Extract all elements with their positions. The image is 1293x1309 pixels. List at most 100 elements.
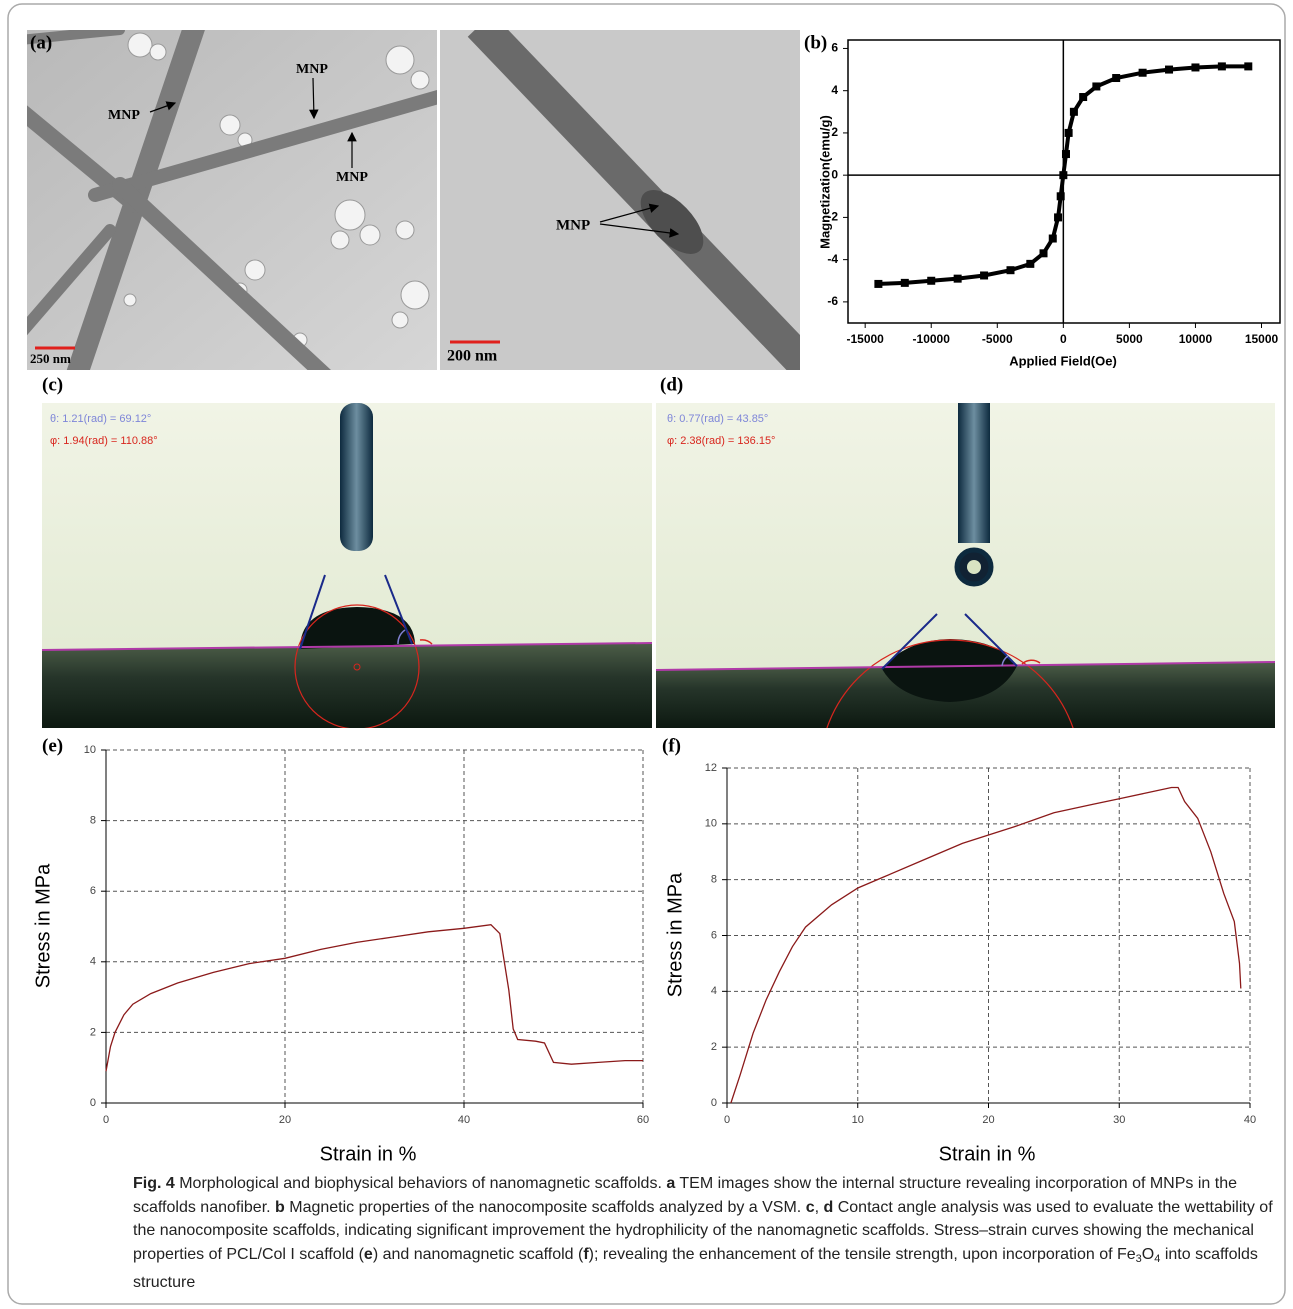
contact-angle-theta: θ: 0.77(rad) = 43.85°: [667, 413, 768, 425]
x-tick-label: 40: [458, 1114, 470, 1126]
data-marker: [927, 276, 936, 285]
tem-annotation: MNP: [336, 170, 368, 185]
caption-text: O: [1141, 1245, 1155, 1263]
y-tick-label: 10: [84, 744, 96, 756]
caption-text: Morphological and biophysical behaviors …: [174, 1175, 667, 1192]
x-axis-label: Applied Field(Oe): [1009, 353, 1117, 368]
y-tick-label: -2: [827, 210, 838, 224]
caption-text: b: [275, 1198, 285, 1216]
data-line: [730, 786, 1242, 1104]
y-tick-label: 4: [711, 985, 717, 997]
caption-text: Contact angle analysis was used to evalu…: [133, 1198, 1273, 1263]
y-tick-label: 2: [711, 1041, 717, 1053]
tem-image-right: [440, 30, 800, 370]
data-marker: [874, 279, 883, 288]
figure-border: [7, 3, 1286, 1305]
y-tick-label: 0: [90, 1097, 96, 1109]
data-line: [105, 924, 643, 1072]
panel-label: (e): [42, 735, 63, 756]
y-tick-label: 0: [711, 1097, 717, 1109]
y-tick-label: 6: [711, 929, 717, 941]
y-tick-label: 4: [831, 83, 838, 97]
data-marker: [1048, 234, 1057, 243]
x-tick-label: 0: [1060, 332, 1067, 346]
x-tick-label: 40: [1244, 1114, 1256, 1126]
data-marker: [1064, 128, 1073, 137]
caption-text: c: [805, 1198, 815, 1216]
y-tick-label: 0: [831, 167, 838, 181]
x-tick-label: 20: [982, 1114, 994, 1126]
data-marker: [980, 271, 989, 280]
data-marker: [1138, 68, 1147, 77]
caption-text: d: [823, 1198, 834, 1216]
data-marker: [1054, 213, 1063, 222]
data-marker: [900, 278, 909, 287]
caption-text: ); revealing the enhancement of the tens…: [588, 1245, 1136, 1263]
y-axis-label: Stress in MPa: [664, 872, 686, 997]
panel-label: (a): [30, 32, 52, 53]
x-tick-label: -15000: [846, 332, 884, 346]
scale-bar-label: 200 nm: [447, 348, 498, 365]
data-marker: [1165, 65, 1174, 74]
panel-label: (c): [42, 374, 63, 395]
x-tick-label: 30: [1113, 1114, 1125, 1126]
x-tick-label: 0: [103, 1114, 109, 1126]
caption-text: ) and nanomagnetic scaffold (: [372, 1245, 584, 1263]
y-tick-label: 2: [90, 1026, 96, 1038]
x-tick-label: -10000: [913, 332, 951, 346]
tem-annotation: MNP: [296, 62, 328, 77]
x-tick-label: 15000: [1245, 332, 1279, 346]
y-tick-label: -4: [827, 252, 838, 266]
contact-angle-phi: φ: 2.38(rad) = 136.15°: [667, 435, 775, 447]
caption-text: TEM images show the internal structure r…: [133, 1175, 1237, 1216]
caption-text: ,: [814, 1198, 824, 1216]
y-tick-label: 10: [705, 818, 717, 830]
scale-bar-label: 250 nm: [30, 351, 71, 366]
data-marker: [1244, 62, 1253, 71]
data-marker: [1191, 63, 1200, 72]
x-tick-label: 60: [637, 1114, 649, 1126]
x-axis-label: Strain in %: [939, 1143, 1036, 1165]
x-tick-label: -5000: [982, 332, 1013, 346]
data-marker: [1061, 150, 1070, 159]
caption-text: a: [666, 1175, 676, 1192]
y-tick-label: 8: [90, 815, 96, 827]
caption-text: Magnetic properties of the nanocomposite…: [284, 1198, 806, 1216]
data-marker: [1112, 74, 1121, 83]
tem-image-left: [27, 30, 437, 370]
caption-text: Fig. 4: [133, 1175, 175, 1192]
caption-text: 3: [1135, 1252, 1142, 1265]
contact-angle-photo-d: [656, 403, 1275, 728]
tem-arrows: [149, 77, 680, 238]
y-axis-label: Stress in MPa: [32, 863, 54, 988]
y-tick-label: 4: [90, 956, 96, 968]
data-marker: [1092, 82, 1101, 91]
x-tick-label: 5000: [1116, 332, 1143, 346]
caption-text: f: [583, 1245, 589, 1263]
data-marker: [1006, 266, 1015, 275]
data-marker: [1039, 249, 1048, 258]
tem-annotation: MNP: [108, 108, 140, 123]
panel-label: (f): [662, 735, 681, 756]
caption-text: 4: [1154, 1252, 1161, 1265]
y-tick-label: 6: [90, 885, 96, 897]
x-tick-label: 10: [852, 1114, 864, 1126]
data-marker: [1217, 62, 1226, 71]
data-marker: [1069, 107, 1078, 116]
y-tick-label: 12: [705, 762, 717, 774]
data-marker: [1079, 93, 1088, 102]
y-axis-label: Magnetization(emu/g): [817, 115, 832, 249]
y-tick-label: 8: [711, 874, 717, 886]
caption-text: e: [363, 1245, 373, 1263]
data-marker: [1059, 171, 1068, 180]
x-tick-label: 10000: [1179, 332, 1213, 346]
contact-angle-phi: φ: 1.94(rad) = 110.88°: [50, 435, 158, 447]
y-tick-label: 6: [831, 41, 838, 55]
x-tick-label: 0: [724, 1114, 730, 1126]
panel-label: (d): [660, 374, 683, 395]
caption-text: into scaffolds structure: [133, 1245, 1258, 1292]
contact-angle-theta: θ: 1.21(rad) = 69.12°: [50, 413, 151, 425]
figure-caption: Fig. 4 Morphological and biophysical beh…: [133, 1172, 1278, 1295]
